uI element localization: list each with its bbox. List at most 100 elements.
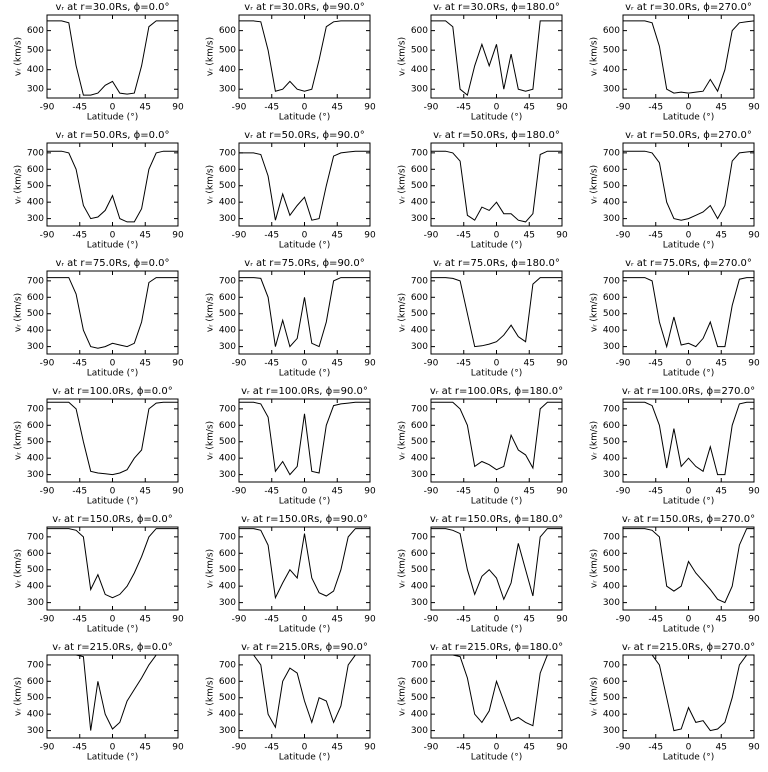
x-tick-label: -90: [232, 487, 247, 497]
x-tick-label: 0: [494, 103, 500, 113]
x-axis-label: Latitude (°): [663, 369, 714, 379]
x-tick-label: 0: [110, 743, 116, 753]
x-tick-label: -45: [456, 359, 471, 369]
y-tick-label: 300: [411, 342, 428, 352]
data-line: [47, 150, 178, 223]
y-tick-label: 300: [219, 726, 236, 736]
y-tick-label: 600: [411, 549, 428, 559]
x-tick-label: 0: [686, 359, 692, 369]
x-tick-label: 45: [140, 615, 151, 625]
x-tick-label: -45: [72, 103, 87, 113]
panel-title: vᵣ at r=150.0Rs, ϕ=270.0°: [622, 514, 755, 525]
plot-frame: [46, 142, 179, 227]
panel-title: vᵣ at r=100.0Rs, ϕ=270.0°: [622, 386, 755, 397]
plot-frame: [46, 398, 179, 483]
y-tick-label: 600: [603, 165, 620, 175]
x-tick-label: 90: [556, 103, 568, 113]
data-line: [623, 654, 754, 732]
y-tick-label: 600: [411, 293, 428, 303]
x-tick-label: -90: [616, 487, 631, 497]
plot-frame: [46, 14, 179, 99]
x-tick-label: 45: [716, 743, 727, 753]
panel-title: vᵣ at r=50.0Rs, ϕ=180.0°: [433, 130, 560, 141]
x-tick-label: -90: [232, 359, 247, 369]
y-tick-label: 600: [411, 677, 428, 687]
data-line: [431, 401, 562, 471]
y-tick-label: 400: [603, 582, 620, 592]
y-tick-label: 500: [603, 46, 620, 56]
y-tick-label: 400: [603, 326, 620, 336]
panel-title: vᵣ at r=100.0Rs, ϕ=180.0°: [430, 386, 563, 397]
y-tick-label: 300: [411, 470, 428, 480]
data-line: [239, 20, 370, 92]
x-axis-label: Latitude (°): [471, 625, 522, 635]
x-tick-label: 0: [686, 103, 692, 113]
data-line: [47, 20, 178, 96]
y-tick-label: 500: [603, 309, 620, 319]
x-tick-label: 0: [110, 103, 116, 113]
x-tick-label: 0: [686, 743, 692, 753]
x-tick-label: -45: [72, 487, 87, 497]
x-tick-label: -90: [40, 359, 55, 369]
y-tick-label: 500: [219, 437, 236, 447]
x-axis-label: Latitude (°): [663, 497, 714, 507]
y-tick-label: 400: [603, 65, 620, 75]
x-axis-label: Latitude (°): [471, 369, 522, 379]
y-tick-label: 500: [27, 309, 44, 319]
plot-frame: [238, 142, 371, 227]
x-tick-label: 45: [716, 231, 727, 241]
x-tick-label: 90: [172, 103, 184, 113]
y-tick-label: 600: [27, 549, 44, 559]
x-tick-label: 90: [556, 359, 568, 369]
y-tick-label: 500: [603, 693, 620, 703]
y-axis-label: vᵣ (km/s): [398, 37, 408, 76]
x-tick-label: 0: [110, 487, 116, 497]
plot-frame: [622, 526, 755, 611]
x-tick-label: -90: [40, 103, 55, 113]
y-tick-label: 600: [603, 549, 620, 559]
y-axis-label: vᵣ (km/s): [590, 165, 600, 204]
x-tick-label: 45: [140, 487, 151, 497]
y-tick-label: 300: [411, 726, 428, 736]
y-tick-label: 400: [603, 710, 620, 720]
panel-title: vᵣ at r=30.0Rs, ϕ=90.0°: [244, 2, 364, 13]
panel-title: vᵣ at r=75.0Rs, ϕ=90.0°: [244, 258, 364, 269]
y-tick-label: 700: [219, 404, 236, 414]
x-tick-label: -90: [616, 743, 631, 753]
x-tick-label: 0: [110, 231, 116, 241]
panel-title: vᵣ at r=75.0Rs, ϕ=0.0°: [55, 258, 169, 269]
data-line: [623, 528, 754, 604]
x-tick-label: -45: [264, 359, 279, 369]
y-axis-label: vᵣ (km/s): [398, 165, 408, 204]
x-tick-label: 90: [172, 359, 184, 369]
y-tick-label: 300: [27, 470, 44, 480]
x-tick-label: -45: [456, 743, 471, 753]
y-tick-label: 600: [27, 293, 44, 303]
x-tick-label: 45: [140, 743, 151, 753]
x-tick-label: -90: [40, 231, 55, 241]
x-tick-label: -45: [648, 359, 663, 369]
y-tick-label: 400: [27, 198, 44, 208]
y-tick-label: 600: [411, 165, 428, 175]
y-tick-label: 500: [27, 46, 44, 56]
panel-title: vᵣ at r=30.0Rs, ϕ=0.0°: [55, 2, 169, 13]
x-tick-label: 45: [524, 359, 535, 369]
x-tick-label: 45: [332, 743, 343, 753]
x-tick-label: -90: [424, 615, 439, 625]
y-axis-label: vᵣ (km/s): [590, 677, 600, 716]
x-tick-label: -90: [40, 743, 55, 753]
x-tick-label: 90: [748, 743, 760, 753]
data-line: [431, 528, 562, 601]
y-tick-label: 700: [411, 404, 428, 414]
data-line: [47, 401, 178, 476]
x-axis-label: Latitude (°): [471, 241, 522, 251]
y-axis-label: vᵣ (km/s): [206, 165, 216, 204]
y-tick-label: 700: [219, 532, 236, 542]
x-tick-label: -90: [616, 615, 631, 625]
y-tick-label: 700: [411, 660, 428, 670]
panel-title: vᵣ at r=75.0Rs, ϕ=270.0°: [625, 258, 752, 269]
data-line: [431, 277, 562, 348]
y-tick-label: 500: [411, 565, 428, 575]
x-tick-label: 90: [556, 743, 568, 753]
plot-frame: [622, 398, 755, 483]
